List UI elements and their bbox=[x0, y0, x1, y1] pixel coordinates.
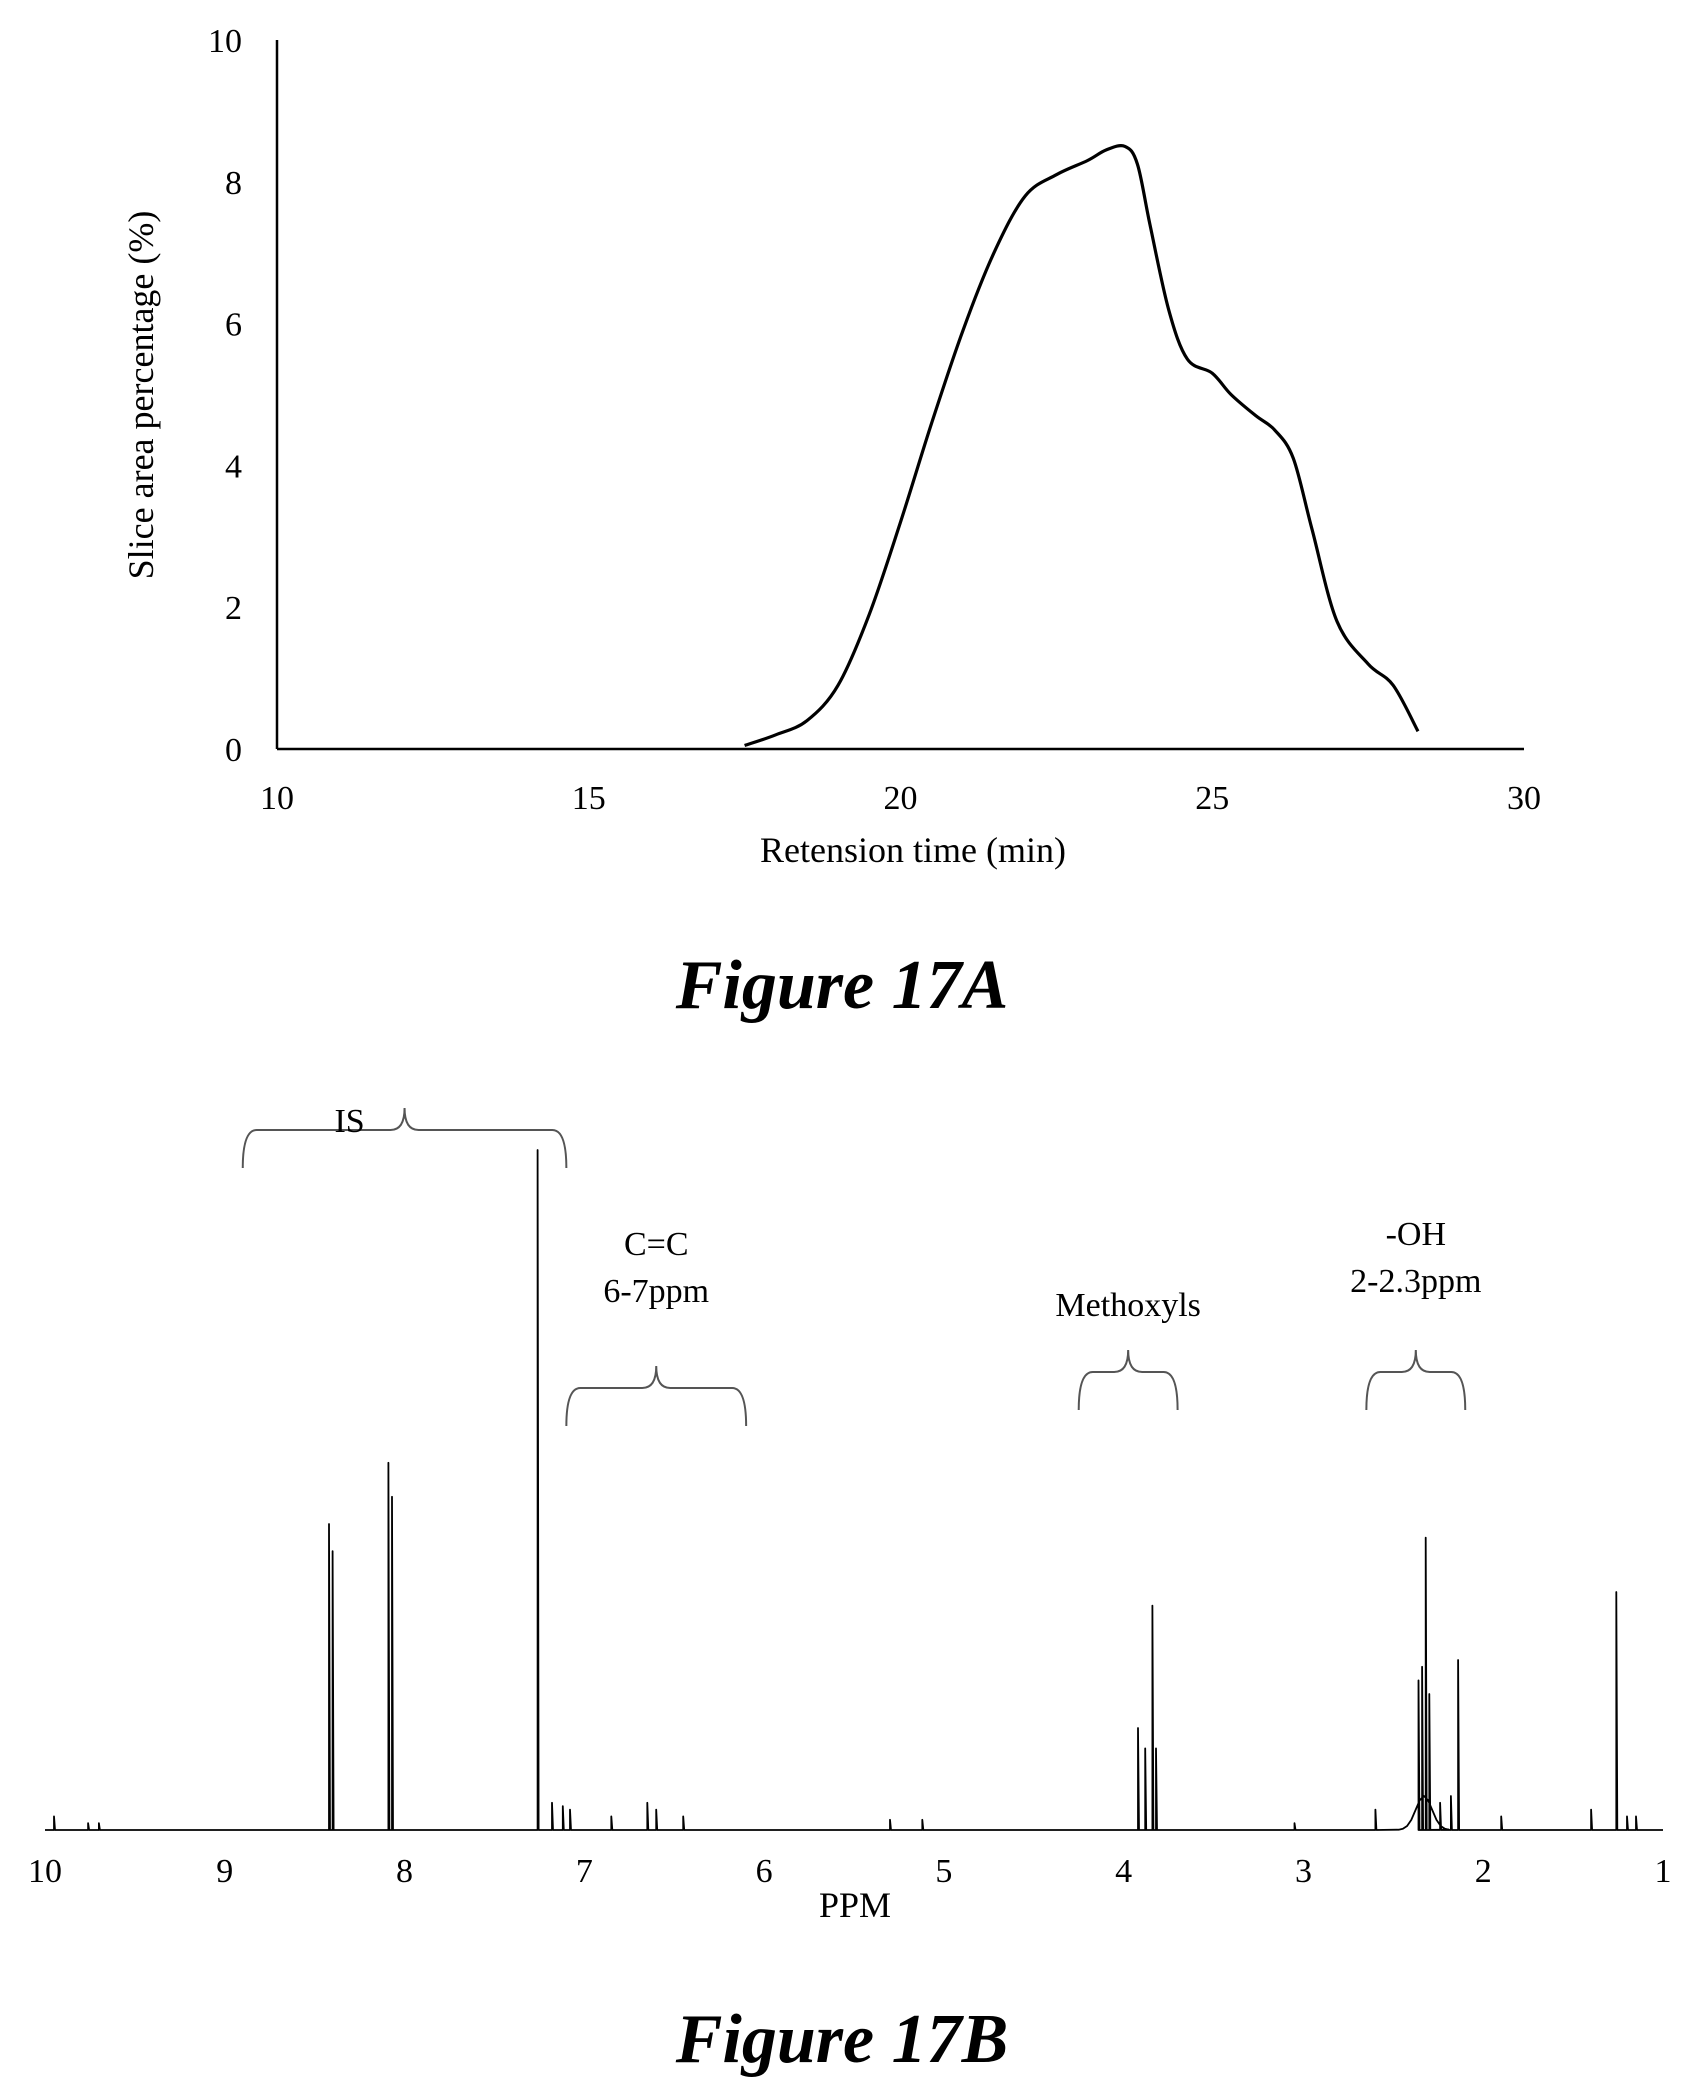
chart-17a-caption: Figure 17A bbox=[675, 947, 1009, 1024]
chart-17a-y-tick-label: 8 bbox=[225, 165, 242, 202]
chart-17b: IS C=C 6-7ppm Methoxyls -OH 2-2.3ppm 10 9 8 7 6 5 4… bbox=[28, 1103, 1672, 2078]
chart-17a-x-tick-label: 25 bbox=[1195, 780, 1229, 817]
annotation-label: 2-2.3ppm bbox=[1350, 1263, 1481, 1300]
chart-17a-series-line bbox=[744, 144, 1420, 748]
chart-17b-x-tick-label: 4 bbox=[1115, 1853, 1132, 1890]
chart-17a-x-tick-label: 10 bbox=[260, 780, 294, 817]
annotation-label: 6-7ppm bbox=[603, 1273, 709, 1310]
chart-17b-x-tick-label: 9 bbox=[216, 1853, 233, 1890]
annotation-brace bbox=[1365, 1349, 1467, 1411]
chart-17a-y-tick-label: 10 bbox=[208, 23, 242, 60]
chart-17a-x-axis-label: Retension time (min) bbox=[760, 830, 1066, 870]
chart-17a-y-tick-label: 2 bbox=[225, 590, 242, 627]
chart-17a-y-tick-label: 0 bbox=[225, 732, 242, 769]
annotation-brace bbox=[1077, 1349, 1179, 1411]
chart-17a-y-axis-label: Slice area percentage (%) bbox=[121, 211, 161, 580]
chart-17b-x-tick-label: 5 bbox=[935, 1853, 952, 1890]
chart-17b-caption: Figure 17B bbox=[675, 2001, 1009, 2078]
chart-17a-y-tick-label: 6 bbox=[225, 307, 242, 344]
chart-17a-y-tick-label: 4 bbox=[225, 448, 242, 485]
chart-17a-x-tick-label: 15 bbox=[572, 780, 606, 817]
chart-17b-x-axis-label: PPM bbox=[819, 1885, 891, 1925]
chart-17b-x-tick-label: 6 bbox=[756, 1853, 773, 1890]
chart-17a-x-tick-label: 20 bbox=[884, 780, 918, 817]
annotation-label: Methoxyls bbox=[1055, 1287, 1200, 1324]
annotation-label: C=C bbox=[624, 1226, 689, 1263]
annotation-brace bbox=[565, 1365, 748, 1427]
chart-17b-spectrum-line bbox=[45, 1149, 1663, 1831]
chart-17b-x-tick-label: 10 bbox=[28, 1853, 62, 1890]
annotation-label: IS bbox=[334, 1103, 364, 1140]
chart-17b-x-tick-label: 7 bbox=[576, 1853, 593, 1890]
chart-17b-x-tick-label: 8 bbox=[396, 1853, 413, 1890]
chart-17b-x-tick-label: 1 bbox=[1655, 1853, 1672, 1890]
annotation-brace bbox=[241, 1107, 568, 1169]
chart-17a-x-tick-label: 30 bbox=[1507, 780, 1541, 817]
chart-17b-x-tick-label: 3 bbox=[1295, 1853, 1312, 1890]
chart-17b-x-tick-label: 2 bbox=[1475, 1853, 1492, 1890]
annotation-label: -OH bbox=[1386, 1216, 1446, 1253]
